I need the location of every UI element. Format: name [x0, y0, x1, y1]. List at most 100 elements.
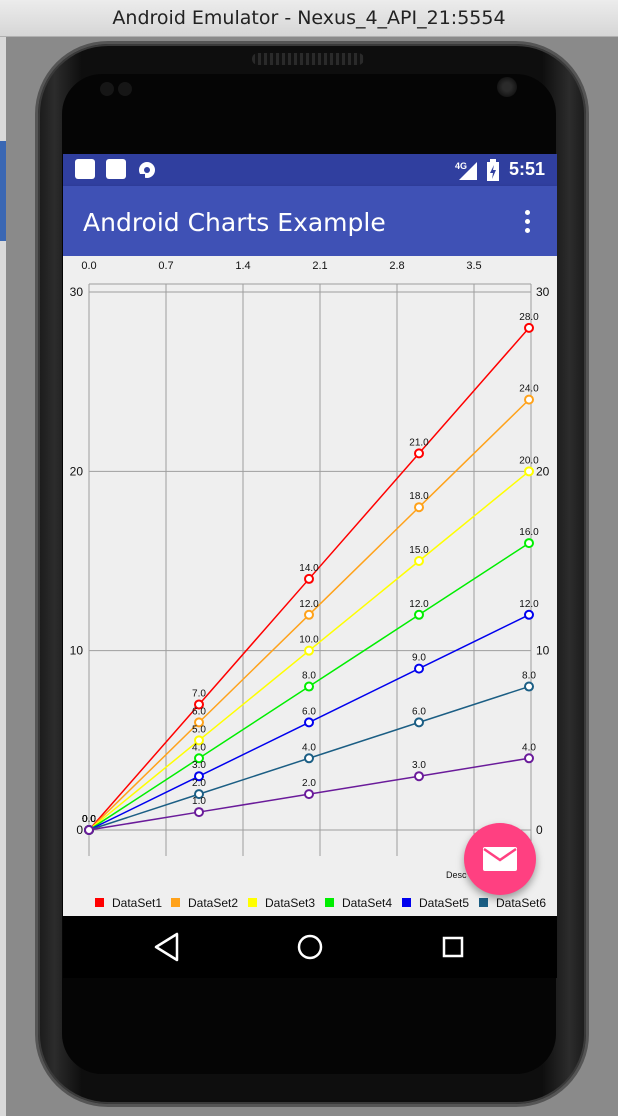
- data-point: [304, 753, 314, 764]
- data-point: [524, 538, 534, 549]
- data-point: [524, 753, 534, 764]
- data-label: 21.0: [409, 437, 429, 448]
- data-point: [194, 753, 204, 764]
- earpiece-speaker: [252, 53, 364, 65]
- data-label: 6.0: [192, 706, 206, 717]
- data-label: 0.0: [82, 814, 96, 825]
- svg-text:4G: 4G: [455, 161, 467, 171]
- back-triangle-icon[interactable]: [151, 930, 185, 964]
- data-point: [414, 556, 424, 566]
- data-label: 9.0: [412, 653, 426, 664]
- data-label: 4.0: [522, 742, 536, 753]
- data-point: [304, 789, 314, 800]
- x-tick-label: 2.8: [389, 260, 404, 272]
- data-point: [84, 825, 94, 835]
- legend-label: DataSet3: [265, 896, 315, 910]
- legend-swatch: [248, 898, 257, 907]
- data-label: 3.0: [192, 760, 206, 771]
- y-tick-label-left: 0: [76, 823, 83, 837]
- data-point: [304, 681, 314, 692]
- data-point: [194, 789, 204, 800]
- data-label: 4.0: [302, 742, 316, 753]
- data-label: 0.0: [82, 814, 96, 825]
- data-label: 0.0: [82, 814, 96, 825]
- data-point: [194, 771, 204, 782]
- data-label: 18.0: [409, 491, 429, 502]
- data-point: [414, 502, 424, 513]
- proximity-sensor: [100, 82, 114, 96]
- host-window-edge: [0, 37, 6, 1116]
- chart-description: Desc: [446, 870, 467, 880]
- legend-label: DataSet4: [342, 896, 392, 910]
- data-point: [524, 681, 534, 692]
- data-label: 20.0: [519, 455, 539, 466]
- data-point: [524, 609, 534, 620]
- legend-swatch: [479, 898, 488, 907]
- sync-icon: [139, 162, 155, 178]
- data-label: 15.0: [409, 545, 429, 556]
- data-point: [304, 609, 314, 620]
- data-point: [524, 322, 534, 333]
- app-title: Android Charts Example: [83, 208, 386, 237]
- data-point: [414, 717, 424, 728]
- email-icon: [483, 847, 517, 871]
- data-label: 12.0: [299, 599, 319, 610]
- data-point: [414, 448, 424, 459]
- data-label: 10.0: [299, 635, 319, 646]
- data-point: [414, 771, 424, 782]
- data-label: 8.0: [522, 671, 536, 682]
- legend-label: DataSet5: [419, 896, 469, 910]
- window-title: Android Emulator - Nexus_4_API_21:5554: [0, 0, 618, 37]
- data-label: 3.0: [412, 760, 426, 771]
- data-label: 24.0: [519, 384, 539, 395]
- data-label: 12.0: [409, 599, 429, 610]
- battery-icon: [487, 159, 499, 181]
- data-point: [304, 573, 314, 584]
- chart-canvas[interactable]: 0.0 0.7 1.4 2.1 2.8 3.5 0 10 20 30 0 10 20 30 0.0 7.0 14…: [63, 256, 557, 916]
- data-point: [524, 394, 534, 405]
- front-camera: [497, 77, 517, 97]
- recents-square-icon[interactable]: [436, 930, 470, 964]
- legend-swatch: [171, 898, 180, 907]
- y-tick-label-left: 10: [70, 644, 84, 658]
- data-label: 0.0: [82, 814, 96, 825]
- data-label: 1.0: [192, 796, 206, 807]
- navigation-bar: [63, 916, 557, 978]
- legend-swatch: [402, 898, 411, 907]
- app-bar: Android Charts Example: [63, 186, 557, 256]
- data-point: [304, 717, 314, 728]
- data-label: 4.0: [192, 742, 206, 753]
- home-circle-icon[interactable]: [293, 930, 327, 964]
- data-label: 12.0: [519, 599, 539, 610]
- data-point: [304, 645, 314, 656]
- data-label: 16.0: [519, 527, 539, 538]
- notification-icon: [106, 159, 126, 179]
- x-tick-label: 3.5: [466, 260, 481, 272]
- x-tick-label: 0.0: [81, 260, 96, 272]
- light-sensor: [118, 82, 132, 96]
- data-label: 14.0: [299, 563, 319, 574]
- line-chart[interactable]: 0.0 0.7 1.4 2.1 2.8 3.5 0 10 20 30 0 10 20 30 0.0 7.0 14…: [63, 256, 557, 916]
- data-label: 28.0: [519, 312, 539, 323]
- data-label: 2.0: [302, 778, 316, 789]
- data-label: 7.0: [192, 688, 206, 699]
- legend-label: DataSet1: [112, 896, 162, 910]
- data-label: 0.0: [82, 814, 96, 825]
- data-point: [194, 699, 204, 710]
- status-clock: 5:51: [508, 159, 545, 179]
- overflow-menu-icon[interactable]: [523, 210, 531, 234]
- y-tick-label-right: 30: [536, 285, 550, 299]
- data-point: [194, 807, 204, 818]
- legend-label: DataSet6: [496, 896, 546, 910]
- y-tick-label-right: 0: [536, 823, 543, 837]
- data-label: 0.0: [82, 814, 96, 825]
- data-point: [194, 735, 204, 746]
- status-bar: 4G 5:51: [63, 154, 557, 186]
- y-tick-label-right: 20: [536, 464, 550, 478]
- y-tick-label-left: 30: [70, 285, 84, 299]
- data-point: [414, 663, 424, 674]
- email-fab-button[interactable]: [464, 823, 536, 895]
- x-tick-label: 2.1: [312, 260, 327, 272]
- data-label: 2.0: [192, 778, 206, 789]
- data-label: 0.0: [82, 814, 96, 825]
